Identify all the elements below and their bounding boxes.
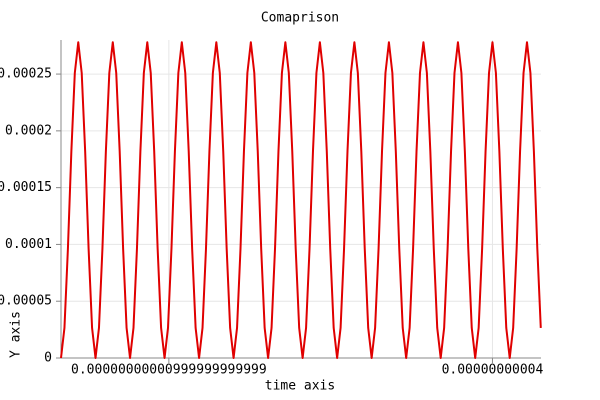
y-axis-label: Y axis (9, 311, 24, 358)
x-tick-label: 0.00000000000999999999999 (71, 363, 267, 378)
y-tick-label: 0.00025 (0, 67, 52, 82)
y-tick-label: 0.00005 (0, 294, 52, 309)
y-tick-label: 0.00015 (0, 180, 52, 195)
chart-title: Comaprison (261, 11, 339, 26)
y-tick-label: 0 (44, 351, 52, 366)
y-tick-label: 0.0002 (5, 123, 52, 138)
x-axis-label: time axis (265, 379, 335, 394)
x-tick-label: 0.00000000004 (442, 363, 544, 378)
data-line (60, 41, 542, 359)
y-tick-label: 0.0001 (5, 237, 52, 252)
